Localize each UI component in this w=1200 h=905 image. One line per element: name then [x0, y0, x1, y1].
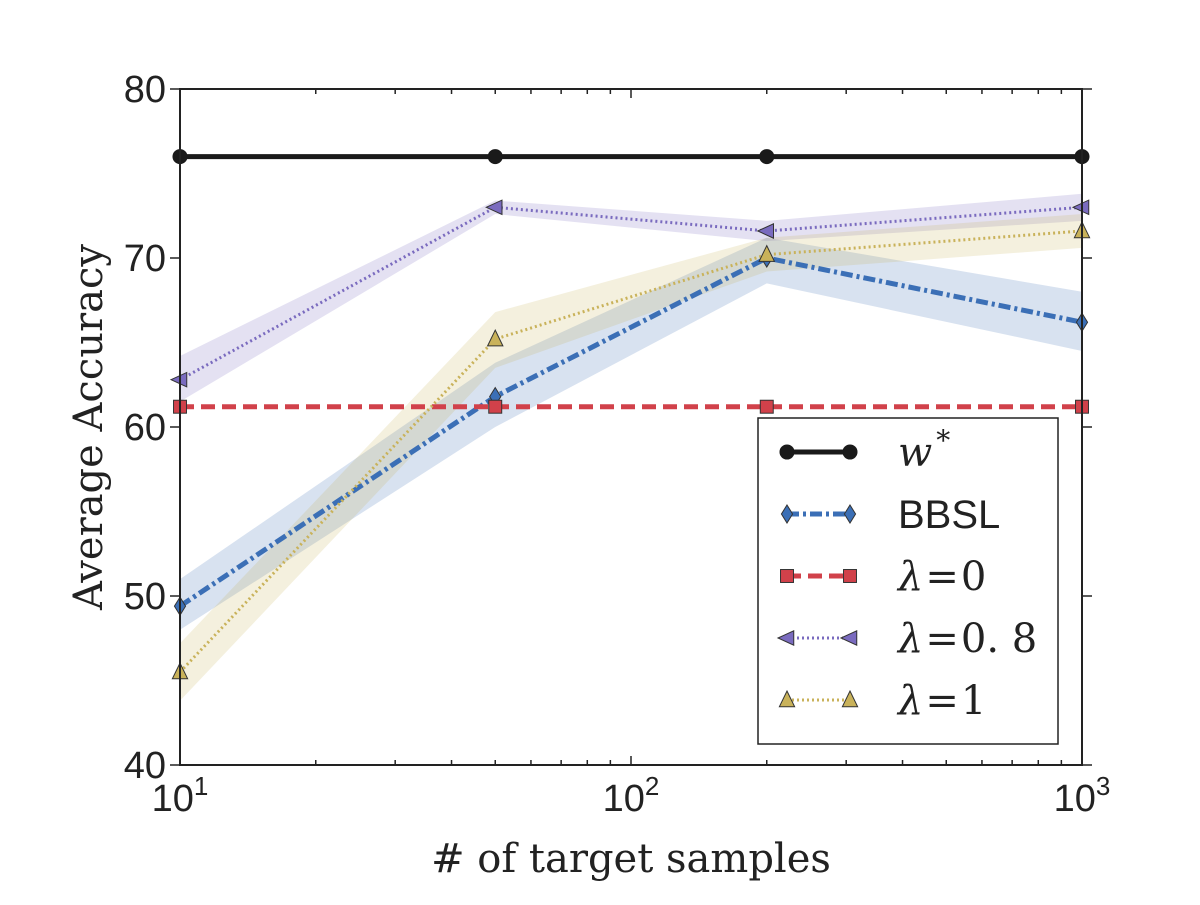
- legend-label-var: λ: [896, 616, 923, 662]
- legend-label-w: w *: [898, 424, 950, 476]
- y-tick-label: 40: [124, 745, 166, 787]
- y-tick-label: 50: [124, 576, 166, 618]
- point-w-1: [487, 149, 503, 165]
- point-0-8-1: [485, 199, 503, 216]
- legend-item-0-8: λ=0. 8: [776, 616, 1037, 662]
- legend-marker-0-8: [776, 630, 795, 646]
- legend-item-w: w *: [779, 424, 950, 476]
- legend-label-0: λ=0: [896, 554, 986, 600]
- point-0-8-3: [1071, 199, 1090, 216]
- legend-label-var: λ: [896, 554, 923, 600]
- band-0-8: [180, 193, 1082, 402]
- line-0-8: [179, 205, 1083, 381]
- legend-label-var: w: [898, 430, 932, 476]
- point-1-2: [758, 244, 776, 262]
- legend-label-eq: =: [925, 554, 959, 600]
- point-0-1: [488, 399, 503, 414]
- x-tick-label-exponent: 1: [194, 771, 208, 801]
- x-axis-label: # of target samples: [431, 836, 831, 882]
- point-1-1: [486, 328, 504, 347]
- y-tick-label: 80: [124, 69, 166, 111]
- point-0-8-0: [169, 371, 188, 388]
- legend-marker-w: [779, 444, 795, 460]
- legend-label-bbsl: BBSL: [898, 493, 1000, 537]
- y-tick-label: 70: [124, 238, 166, 280]
- line-1: [178, 229, 1083, 674]
- legend-item-0: λ=0: [780, 554, 986, 600]
- y-tick-label: 60: [124, 407, 166, 449]
- legend-label-num: 1: [961, 678, 986, 724]
- legend-marker-1: [778, 689, 796, 708]
- x-tick-label: 101: [152, 771, 209, 820]
- legend-label-eq: =: [925, 616, 959, 662]
- legend-marker-bbsl: [843, 504, 857, 524]
- legend-label-sup: *: [936, 424, 950, 457]
- band-bbsl: [180, 237, 1082, 630]
- legend-label-eq: =: [925, 678, 959, 724]
- x-tick-label-base: 10: [152, 778, 194, 820]
- legend-box: [757, 417, 1059, 745]
- legend-item-1: λ=1: [778, 678, 986, 724]
- legend-marker-0-8: [839, 630, 858, 646]
- legend-label-var: λ: [896, 678, 923, 724]
- y-axis-label: Average Accuracy: [66, 244, 112, 611]
- x-tick-label-exponent: 3: [1096, 771, 1110, 801]
- legend-item-bbsl: BBSL: [780, 493, 1000, 537]
- legend-label-num: 0. 8: [961, 616, 1037, 662]
- axis-ticks: [170, 88, 1092, 766]
- legend-label-num: 0: [961, 554, 986, 600]
- x-tick-label-exponent: 2: [645, 771, 659, 801]
- point-0-8-2: [756, 222, 775, 239]
- x-tick-label-base: 10: [1054, 778, 1096, 820]
- x-tick-label-base: 10: [603, 778, 645, 820]
- x-tick-label: 102: [603, 771, 660, 820]
- line-bbsl: [178, 255, 1083, 609]
- legend-marker-w: [842, 444, 858, 460]
- legend-marker-0: [843, 569, 857, 583]
- legend-marker-0: [780, 569, 794, 583]
- legend-marker-1: [841, 689, 859, 708]
- legend-marker-bbsl: [780, 504, 794, 524]
- x-tick-label: 103: [1054, 771, 1111, 820]
- series-lines: [178, 154, 1083, 674]
- legend-label-1: λ=1: [896, 678, 986, 724]
- point-0-2: [759, 399, 774, 414]
- band-1: [180, 214, 1082, 701]
- legend-label-0-8: λ=0. 8: [896, 616, 1037, 662]
- point-w-2: [759, 149, 775, 165]
- confidence-bands: [180, 193, 1082, 701]
